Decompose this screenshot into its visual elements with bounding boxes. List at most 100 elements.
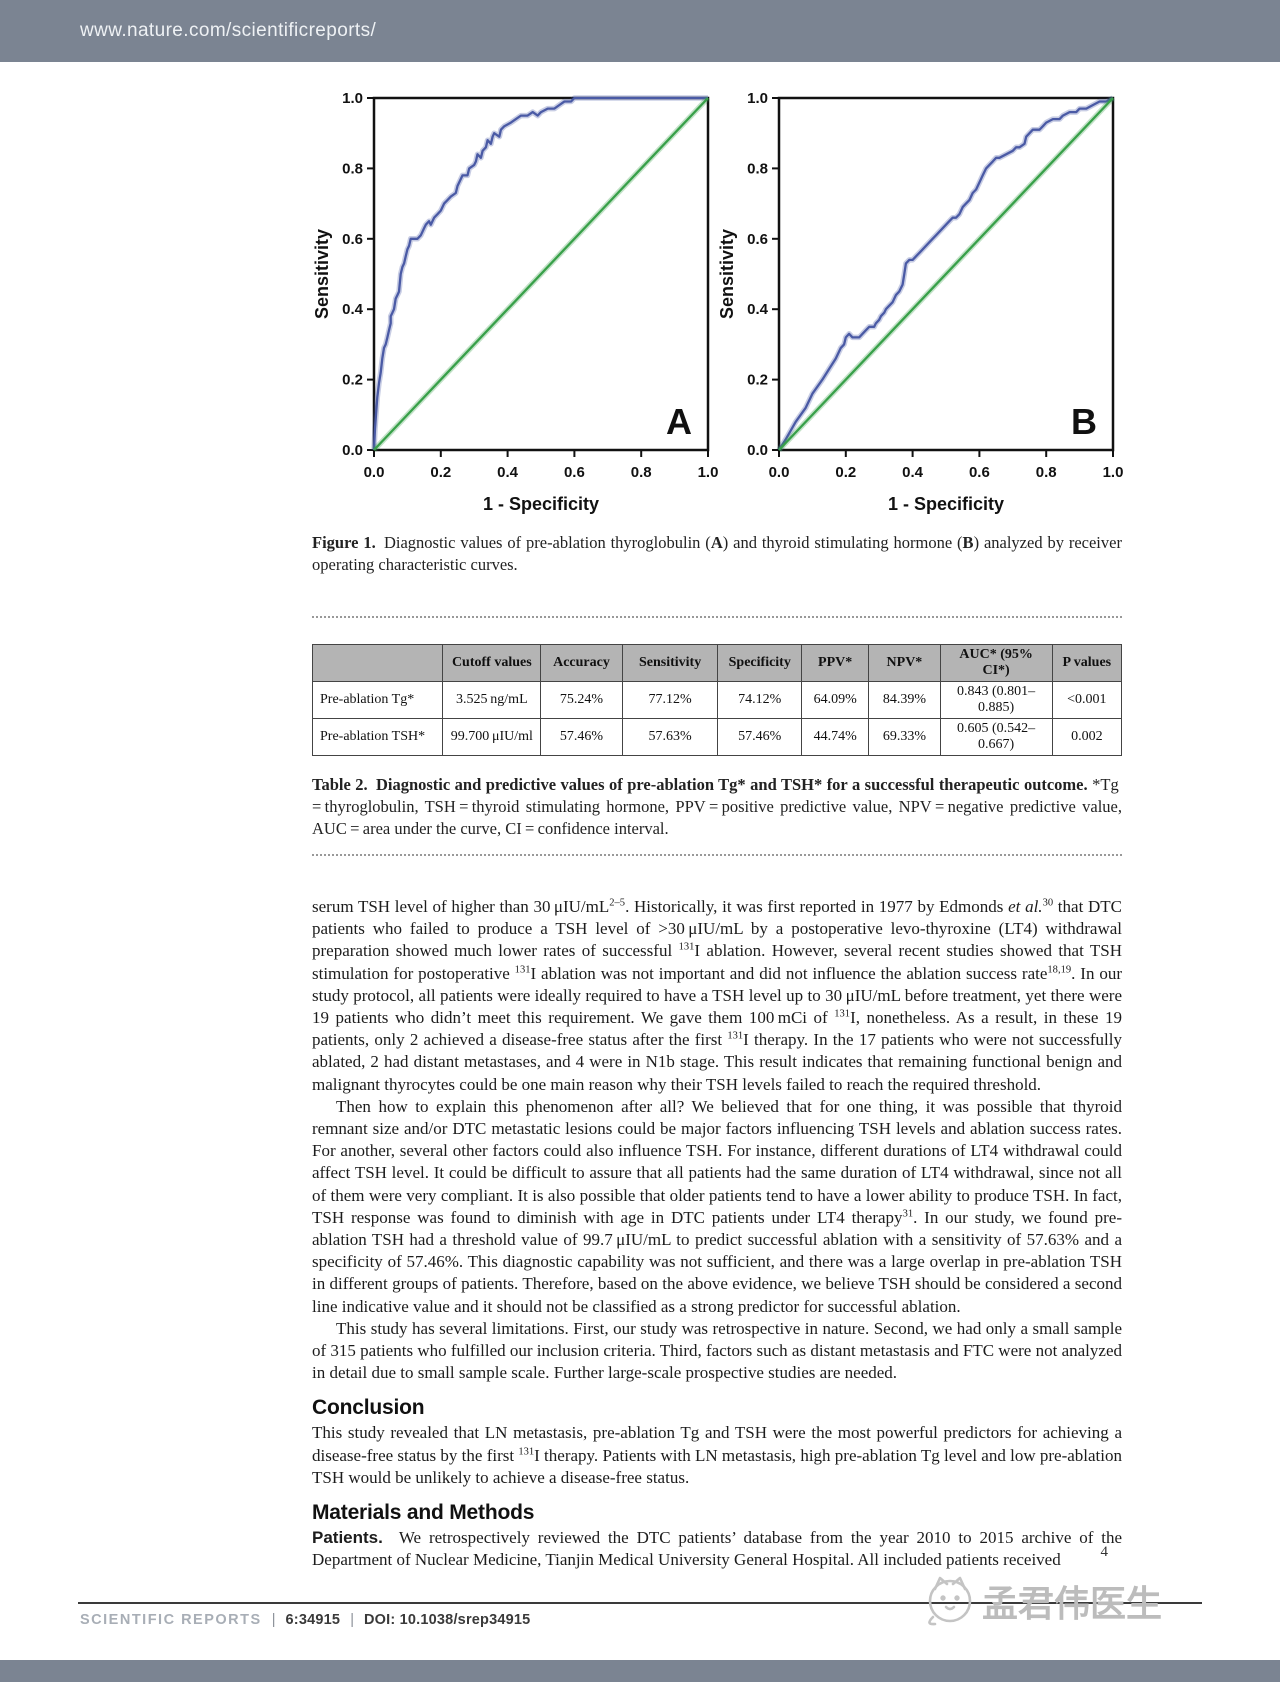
text-segment: A <box>710 533 723 552</box>
table-header-cell: Cutoff values <box>442 644 542 682</box>
svg-text:0.8: 0.8 <box>342 160 363 177</box>
dotted-divider <box>312 854 1122 856</box>
svg-text:Sensitivity: Sensitivity <box>312 229 332 319</box>
table-cell: 77.12% <box>621 681 719 719</box>
table-cell: <0.001 <box>1051 681 1123 719</box>
body-paragraph: This study has several limitations. Firs… <box>312 1318 1122 1385</box>
table-caption: Table 2. Diagnostic and predictive value… <box>312 774 1122 840</box>
text-segment: Figure 1. <box>312 533 376 552</box>
table-header-cell <box>311 644 444 682</box>
materials-methods-heading: Materials and Methods <box>312 1501 535 1525</box>
table-row: Pre-ablation Tg* 3.525 ng/mL 75.24% 77.12% 7… <box>311 681 1123 719</box>
table-cell: 84.39% <box>868 681 941 719</box>
materials-methods-body: Patients. We retrospectively reviewed the… <box>312 1527 1122 1571</box>
body-paragraph: Patients. We retrospectively reviewed the… <box>312 1527 1122 1571</box>
site-header: www.nature.com/scientificreports/ <box>0 0 1280 62</box>
table-header-cell: Accuracy <box>540 644 623 682</box>
text-segment: Diagnostic values of pre-ablation thyrog… <box>375 533 711 552</box>
text-segment: I therapy. Patients with LN metastasis, … <box>312 1445 1123 1487</box>
superscript-ref: 18,19 <box>1047 963 1072 975</box>
bottom-bar <box>0 1660 1280 1682</box>
svg-text:1 - Specificity: 1 - Specificity <box>483 494 599 514</box>
dotted-divider <box>312 616 1122 618</box>
figure-caption: Figure 1. Diagnostic values of pre-ablat… <box>312 532 1122 576</box>
svg-text:0.6: 0.6 <box>342 231 363 248</box>
svg-text:0.6: 0.6 <box>747 231 768 248</box>
text-segment: ) and thyroid stimulating hormone ( <box>722 533 963 552</box>
conclusion-body: This study revealed that LN metastasis, … <box>312 1422 1122 1489</box>
svg-text:1.0: 1.0 <box>342 90 363 107</box>
superscript-ref: 131 <box>514 963 531 975</box>
svg-text:0.8: 0.8 <box>1036 464 1057 481</box>
table-header-cell: NPV* <box>868 644 941 682</box>
svg-text:B: B <box>1071 401 1097 442</box>
superscript-ref: 131 <box>678 941 695 953</box>
svg-text:0.4: 0.4 <box>497 464 519 481</box>
svg-text:0.0: 0.0 <box>747 442 768 459</box>
svg-text:0.0: 0.0 <box>364 464 385 481</box>
text-segment: I therapy. In the 17 patients who were n… <box>312 1030 1122 1094</box>
text-segment: Table 2. <box>312 775 368 794</box>
roc-chart-b: 0.0 0.2 0.4 0.6 0.8 1.0 0.0 0.2 0.4 0.6 0.8 1.0 1 - … <box>717 90 1124 514</box>
svg-text:0.2: 0.2 <box>430 464 451 481</box>
table-header-row: Cutoff values Accuracy Sensitivity Specific… <box>311 644 1123 682</box>
cat-chat-bubble-icon <box>928 1576 972 1626</box>
table-2: Cutoff values Accuracy Sensitivity Specific… <box>311 644 1123 756</box>
table-cell: 0.843 (0.801–0.885) <box>939 681 1053 719</box>
text-segment: serum TSH level of higher than 30 μIU/mL <box>312 897 610 916</box>
table-header-cell: Specificity <box>717 644 803 682</box>
text-segment: *Tg = thyroglobulin, TSH = thyroid stimu… <box>312 775 1123 838</box>
text-segment: I ablation. However, several recent stud… <box>312 941 1123 983</box>
page-number: 4 <box>1100 1544 1109 1560</box>
body-paragraph: serum TSH level of higher than 30 μIU/mL… <box>312 896 1122 1096</box>
table-cell: 44.74% <box>801 718 870 756</box>
doi-text: DOI: 10.1038/srep34915 <box>364 1612 531 1628</box>
svg-text:0.4: 0.4 <box>342 301 364 318</box>
page-footer: SCIENTIFIC REPORTS | 6:34915 | DOI: 10.1… <box>80 1612 530 1628</box>
table-cell: 99.700 μIU/ml <box>442 718 542 756</box>
text-segment: ) analyzed by receiver operating charact… <box>312 533 1122 574</box>
text-segment: I, nonetheless. As a result, in these 19… <box>312 1008 1122 1050</box>
table-header-cell: AUC* (95% CI*) <box>939 644 1053 682</box>
table-cell: 69.33% <box>868 718 941 756</box>
svg-text:1 - Specificity: 1 - Specificity <box>888 494 1004 514</box>
table-cell: 75.24% <box>540 681 623 719</box>
text-segment: This study has several limitations. Firs… <box>312 1318 1122 1383</box>
table-cell: 0.002 <box>1051 718 1123 756</box>
text-segment: . In our study, we found pre-ablation TS… <box>312 1207 1122 1316</box>
superscript-ref: 2–5 <box>609 897 626 909</box>
table-header-cell: PPV* <box>801 644 870 682</box>
issue-number: 6:34915 <box>285 1612 341 1628</box>
superscript-ref: 131 <box>834 1008 851 1020</box>
table-header-cell: P values <box>1051 644 1123 682</box>
superscript-ref: 31 <box>902 1208 914 1220</box>
body-paragraph: Then how to explain this phenomenon afte… <box>312 1096 1122 1318</box>
svg-text:0.2: 0.2 <box>835 464 856 481</box>
table-cell: Pre-ablation Tg* <box>311 681 444 719</box>
section-materials-methods: Materials and Methods Patients. We retros… <box>312 1501 1122 1571</box>
svg-text:0.8: 0.8 <box>747 160 768 177</box>
superscript-ref: 30 <box>1042 897 1054 909</box>
svg-text:1.0: 1.0 <box>747 90 768 107</box>
svg-text:A: A <box>666 401 692 442</box>
table-header-cell: Sensitivity <box>621 644 719 682</box>
article-content: 0.0 0.2 0.4 0.6 0.8 1.0 0.0 0.2 0.4 0.6 0.8 1.0 1 - … <box>311 86 1124 1571</box>
table-cell: 64.09% <box>801 681 870 719</box>
journal-name: SCIENTIFIC REPORTS <box>80 1612 262 1628</box>
conclusion-heading: Conclusion <box>312 1396 425 1420</box>
superscript-ref: 131 <box>518 1446 535 1458</box>
text-segment: Diagnostic and predictive values of pre-… <box>367 775 1088 794</box>
svg-text:0.2: 0.2 <box>342 372 363 389</box>
figure-1: 0.0 0.2 0.4 0.6 0.8 1.0 0.0 0.2 0.4 0.6 0.8 1.0 1 - … <box>312 86 1124 576</box>
footer-separator: | <box>350 1612 354 1628</box>
table-cell: 57.46% <box>540 718 623 756</box>
section-conclusion: Conclusion This study revealed that LN m… <box>312 1396 1122 1489</box>
svg-text:Sensitivity: Sensitivity <box>717 229 737 319</box>
text-segment: B <box>962 533 974 552</box>
svg-text:1.0: 1.0 <box>1103 464 1124 481</box>
svg-text:0.4: 0.4 <box>747 301 769 318</box>
superscript-ref: 131 <box>727 1030 744 1042</box>
table-cell: 74.12% <box>717 681 803 719</box>
svg-text:0.6: 0.6 <box>969 464 990 481</box>
text-segment: . In our study protocol, all patients we… <box>312 963 1123 1028</box>
